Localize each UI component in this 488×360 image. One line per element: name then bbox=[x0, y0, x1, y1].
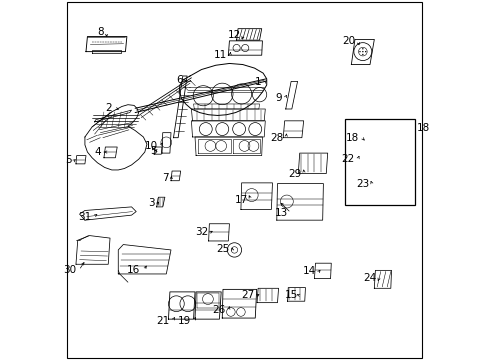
Text: 5: 5 bbox=[65, 155, 72, 165]
Circle shape bbox=[362, 51, 363, 52]
Text: 13: 13 bbox=[274, 208, 287, 218]
Text: 22: 22 bbox=[341, 154, 354, 164]
Text: 16: 16 bbox=[127, 265, 140, 275]
Text: 4: 4 bbox=[94, 147, 101, 157]
Text: 24: 24 bbox=[363, 273, 376, 283]
Text: 31: 31 bbox=[78, 212, 91, 221]
Text: 20: 20 bbox=[341, 36, 354, 46]
Bar bbox=[344, 119, 414, 205]
Text: 5: 5 bbox=[150, 145, 156, 156]
Text: 26: 26 bbox=[212, 305, 225, 315]
Text: 7: 7 bbox=[162, 173, 168, 183]
Text: 32: 32 bbox=[194, 227, 207, 237]
Text: 2: 2 bbox=[105, 103, 112, 113]
Text: 30: 30 bbox=[62, 265, 76, 275]
Text: 15: 15 bbox=[284, 291, 297, 301]
Text: 17: 17 bbox=[234, 195, 247, 205]
Text: 28: 28 bbox=[269, 133, 283, 143]
Text: 29: 29 bbox=[287, 168, 301, 179]
Circle shape bbox=[362, 54, 363, 55]
Text: 25: 25 bbox=[216, 244, 229, 254]
Text: 1: 1 bbox=[255, 77, 261, 87]
Text: 8: 8 bbox=[97, 27, 104, 37]
Circle shape bbox=[364, 51, 366, 52]
Text: 6: 6 bbox=[176, 75, 183, 85]
Text: 12: 12 bbox=[227, 30, 241, 40]
Text: 23: 23 bbox=[355, 179, 368, 189]
Text: 14: 14 bbox=[303, 266, 316, 276]
Text: 3: 3 bbox=[148, 198, 155, 208]
Text: 18: 18 bbox=[416, 123, 429, 132]
Text: 19: 19 bbox=[177, 316, 190, 325]
Text: 21: 21 bbox=[156, 316, 169, 325]
Text: 9: 9 bbox=[275, 93, 282, 103]
Text: 18: 18 bbox=[346, 133, 359, 143]
Circle shape bbox=[359, 51, 360, 52]
Text: 27: 27 bbox=[241, 291, 254, 301]
Text: 10: 10 bbox=[144, 141, 158, 151]
Text: 11: 11 bbox=[214, 50, 227, 60]
Circle shape bbox=[362, 48, 363, 49]
